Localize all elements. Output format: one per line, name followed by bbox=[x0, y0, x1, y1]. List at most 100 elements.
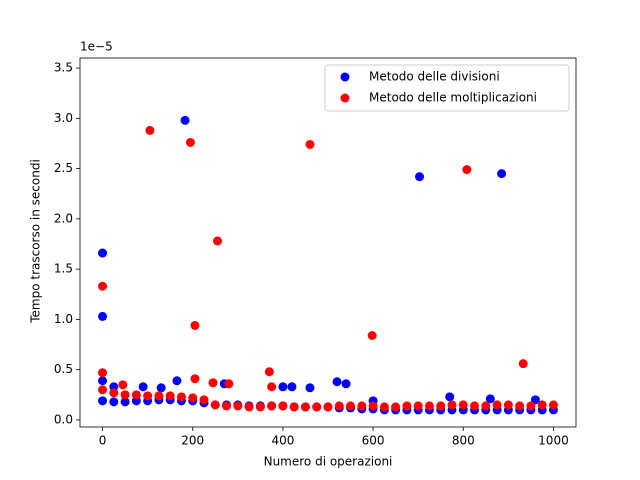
point bbox=[233, 401, 243, 411]
point bbox=[176, 392, 186, 402]
point bbox=[213, 236, 223, 246]
point bbox=[445, 392, 455, 402]
point bbox=[109, 388, 119, 398]
point bbox=[255, 402, 265, 412]
y-tick-label: 2.0 bbox=[54, 211, 73, 225]
legend-box bbox=[324, 64, 570, 112]
legend-marker bbox=[340, 72, 350, 82]
point bbox=[118, 380, 128, 390]
point bbox=[98, 368, 108, 378]
point bbox=[267, 382, 277, 392]
point bbox=[548, 400, 558, 410]
point bbox=[165, 391, 175, 401]
legend-label: Metodo delle divisioni bbox=[369, 70, 500, 84]
point bbox=[131, 390, 141, 400]
y-axis-label: Tempo trascorso in secondi bbox=[29, 159, 43, 324]
y-offset-label: 1e−5 bbox=[80, 40, 113, 54]
point bbox=[415, 172, 425, 182]
x-tick-label: 800 bbox=[452, 434, 475, 448]
point bbox=[492, 400, 502, 410]
x-axis-label: Numero di operazioni bbox=[264, 455, 393, 469]
point bbox=[447, 400, 457, 410]
point bbox=[379, 402, 389, 412]
point bbox=[244, 402, 254, 412]
point bbox=[481, 401, 491, 411]
point bbox=[462, 165, 472, 175]
point bbox=[300, 402, 310, 412]
point bbox=[98, 311, 108, 321]
point bbox=[526, 401, 536, 411]
point bbox=[287, 382, 297, 392]
point bbox=[367, 331, 377, 341]
point bbox=[199, 395, 209, 405]
y-tick-label: 3.5 bbox=[54, 61, 73, 75]
point bbox=[156, 383, 166, 393]
point bbox=[222, 401, 232, 411]
point bbox=[98, 385, 108, 395]
x-tick-label: 200 bbox=[181, 434, 204, 448]
point bbox=[515, 401, 525, 411]
point bbox=[402, 401, 412, 411]
point bbox=[98, 281, 108, 291]
y-tick-label: 0.0 bbox=[54, 412, 73, 426]
legend-marker bbox=[340, 93, 350, 103]
point bbox=[334, 401, 344, 411]
point bbox=[98, 248, 108, 258]
point bbox=[368, 401, 378, 411]
point bbox=[138, 382, 148, 392]
point bbox=[503, 400, 513, 410]
point bbox=[278, 382, 288, 392]
point bbox=[312, 402, 322, 412]
plot-frame bbox=[79, 57, 577, 428]
y-tick-label: 0.5 bbox=[54, 362, 73, 376]
point bbox=[143, 391, 153, 401]
point bbox=[224, 379, 234, 389]
x-tick-label: 400 bbox=[271, 434, 294, 448]
point bbox=[145, 125, 155, 135]
point bbox=[518, 359, 528, 369]
point bbox=[391, 402, 401, 412]
point bbox=[341, 379, 351, 389]
legend-label: Metodo delle moltiplicazioni bbox=[369, 91, 537, 105]
point bbox=[458, 400, 468, 410]
y-tick-label: 1.5 bbox=[54, 262, 73, 276]
point bbox=[185, 137, 195, 147]
y-tick-label: 3.0 bbox=[54, 111, 73, 125]
point bbox=[120, 397, 130, 407]
point bbox=[278, 401, 288, 411]
point bbox=[98, 376, 108, 386]
point bbox=[264, 367, 274, 377]
point bbox=[208, 378, 218, 388]
point bbox=[470, 401, 480, 411]
point bbox=[436, 401, 446, 411]
y-tick-label: 2.5 bbox=[54, 161, 73, 175]
point bbox=[323, 402, 333, 412]
point bbox=[289, 402, 299, 412]
point bbox=[109, 397, 119, 407]
y-tick-label: 1.0 bbox=[54, 312, 73, 326]
point bbox=[485, 394, 495, 404]
point bbox=[537, 400, 547, 410]
point bbox=[120, 390, 130, 400]
point bbox=[424, 401, 434, 411]
point bbox=[172, 376, 182, 386]
point bbox=[210, 400, 220, 410]
point bbox=[190, 374, 200, 384]
point bbox=[357, 401, 367, 411]
x-tick-label: 600 bbox=[362, 434, 385, 448]
x-tick-label: 0 bbox=[99, 434, 107, 448]
point bbox=[190, 320, 200, 330]
point bbox=[98, 396, 108, 406]
point bbox=[180, 115, 190, 125]
x-tick-label: 1000 bbox=[538, 434, 569, 448]
point bbox=[305, 383, 315, 393]
point bbox=[188, 393, 198, 403]
point bbox=[154, 391, 164, 401]
point bbox=[267, 401, 277, 411]
point bbox=[346, 401, 356, 411]
point bbox=[332, 377, 342, 387]
point bbox=[305, 139, 315, 149]
point bbox=[413, 401, 423, 411]
